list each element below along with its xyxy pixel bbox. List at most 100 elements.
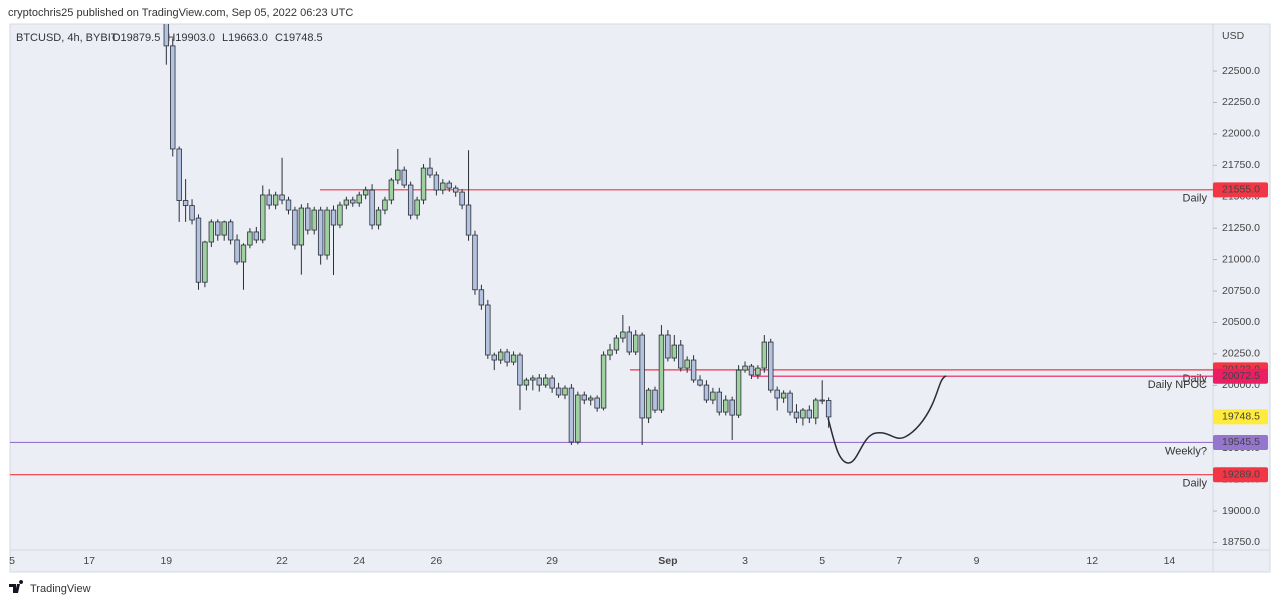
x-tick-label: 26 [431, 555, 443, 567]
candle-body [588, 397, 594, 401]
candle-body [626, 331, 632, 353]
candle-body [517, 354, 523, 386]
candle-body [472, 234, 478, 291]
x-tick-label: 9 [974, 555, 980, 567]
candle-body [542, 377, 549, 386]
y-tick-label: 18750.0 [1222, 536, 1260, 548]
candle-body [266, 194, 272, 206]
candle-body [652, 389, 658, 411]
x-tick-label: 14 [1164, 555, 1176, 567]
ohlc-value: H19903.0 [167, 32, 215, 44]
candle-body [594, 397, 600, 409]
x-tick-label: Sep [658, 555, 677, 567]
candle-body [510, 354, 517, 363]
candle-body [613, 337, 620, 351]
price-badge-label: 19289.0 [1222, 468, 1260, 480]
x-tick-label: 5 [9, 555, 15, 567]
candle-body [324, 209, 330, 256]
candles [163, 24, 832, 446]
candle-body [170, 45, 176, 150]
candle-body [780, 392, 787, 399]
candle-body [755, 367, 761, 376]
candle-body [311, 209, 317, 231]
ohlc-value: O19879.5 [112, 32, 160, 44]
candle-body [678, 344, 684, 369]
candle-body [690, 359, 697, 381]
candle-body [420, 167, 427, 201]
candle-body [350, 199, 356, 204]
x-tick-label: 24 [353, 555, 365, 567]
ohlc-value: L19663.0 [222, 32, 268, 44]
candle-body [774, 389, 780, 399]
price-badge-label: 20072.5 [1222, 370, 1260, 382]
x-tick-label: 22 [276, 555, 288, 567]
candle-body [356, 194, 362, 204]
candle-body [298, 207, 305, 246]
candle-body [189, 205, 195, 221]
candle-body [671, 344, 678, 359]
candle-body [292, 209, 298, 246]
price-badge-label: 19545.5 [1222, 436, 1260, 448]
price-badge [1213, 434, 1268, 450]
candle-body [272, 194, 279, 206]
candle-body [639, 334, 645, 419]
candle-body [530, 377, 536, 381]
projection-drawing [827, 375, 947, 464]
candle-body [555, 387, 562, 396]
candle-body [240, 244, 247, 263]
chart-frame [9, 23, 1271, 573]
level-label: Daily [1183, 478, 1208, 490]
y-tick-label: 20750.0 [1222, 285, 1260, 297]
symbol: BTCUSD, 4h, BYBIT [16, 32, 118, 44]
candle-body [607, 349, 613, 356]
candle-body [549, 377, 555, 389]
candle-body [330, 209, 337, 226]
candle-body [452, 187, 459, 193]
candle-body [787, 392, 793, 413]
candle-body [806, 409, 813, 419]
candle-body [645, 389, 652, 419]
candle-body [825, 400, 832, 418]
y-tick-label: 21750.0 [1222, 159, 1260, 171]
price-badge [1213, 182, 1268, 198]
candle-body [478, 289, 485, 306]
candle-body [407, 184, 414, 216]
candle-body [819, 399, 825, 402]
y-tick-label: 20250.0 [1222, 348, 1260, 360]
candle-body [202, 241, 208, 283]
candle-body [697, 379, 703, 386]
candle-body [317, 209, 324, 256]
candle-body [536, 377, 542, 386]
brand-logo [9, 580, 24, 593]
x-tick-label: 12 [1086, 555, 1098, 567]
candle-body [253, 231, 260, 241]
candle-body [491, 354, 497, 361]
y-tick-label: 22250.0 [1222, 96, 1260, 108]
candle-body [793, 411, 800, 419]
candle-body [433, 174, 440, 191]
candle-body [440, 182, 446, 191]
candle-body [716, 391, 723, 413]
candle-body [723, 399, 729, 413]
candle-body [729, 399, 735, 416]
level-label: Weekly? [1165, 445, 1207, 457]
candle-body [485, 304, 491, 356]
candle-body [279, 194, 285, 201]
candle-body [388, 179, 395, 201]
candle-body [562, 387, 568, 396]
y-tick-label: 22500.0 [1222, 65, 1260, 77]
candle-body [382, 199, 388, 211]
y-tick-label: 21000.0 [1222, 253, 1260, 265]
candle-body [227, 221, 234, 241]
candle-body [163, 24, 170, 47]
y-tick-label: 21250.0 [1222, 222, 1260, 234]
candle-body [633, 334, 639, 353]
candle-body [710, 391, 716, 401]
candle-body [427, 167, 433, 176]
price-badge [1213, 368, 1268, 384]
currency: USD [1222, 30, 1245, 42]
candle-body [761, 341, 768, 369]
candle-body [748, 365, 755, 376]
x-tick-label: 3 [742, 555, 748, 567]
